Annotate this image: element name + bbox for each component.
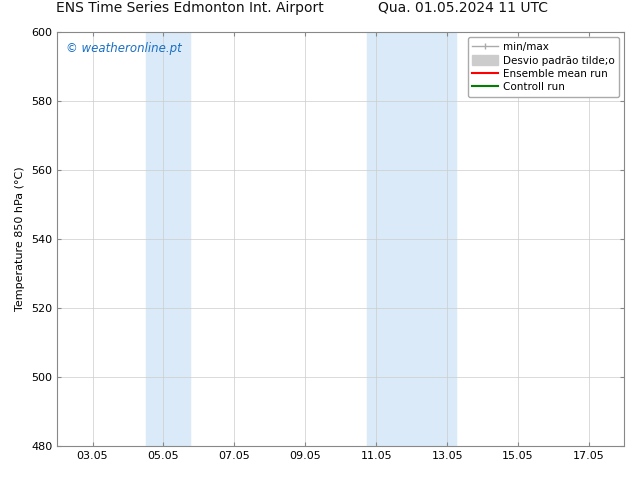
Text: © weatheronline.pt: © weatheronline.pt xyxy=(65,42,181,55)
Text: ENS Time Series Edmonton Int. Airport: ENS Time Series Edmonton Int. Airport xyxy=(56,0,324,15)
Y-axis label: Temperature 850 hPa (°C): Temperature 850 hPa (°C) xyxy=(15,167,25,311)
Text: Qua. 01.05.2024 11 UTC: Qua. 01.05.2024 11 UTC xyxy=(378,0,548,15)
Legend: min/max, Desvio padrão tilde;o, Ensemble mean run, Controll run: min/max, Desvio padrão tilde;o, Ensemble… xyxy=(468,37,619,97)
Bar xyxy=(146,32,190,446)
Bar xyxy=(367,32,456,446)
